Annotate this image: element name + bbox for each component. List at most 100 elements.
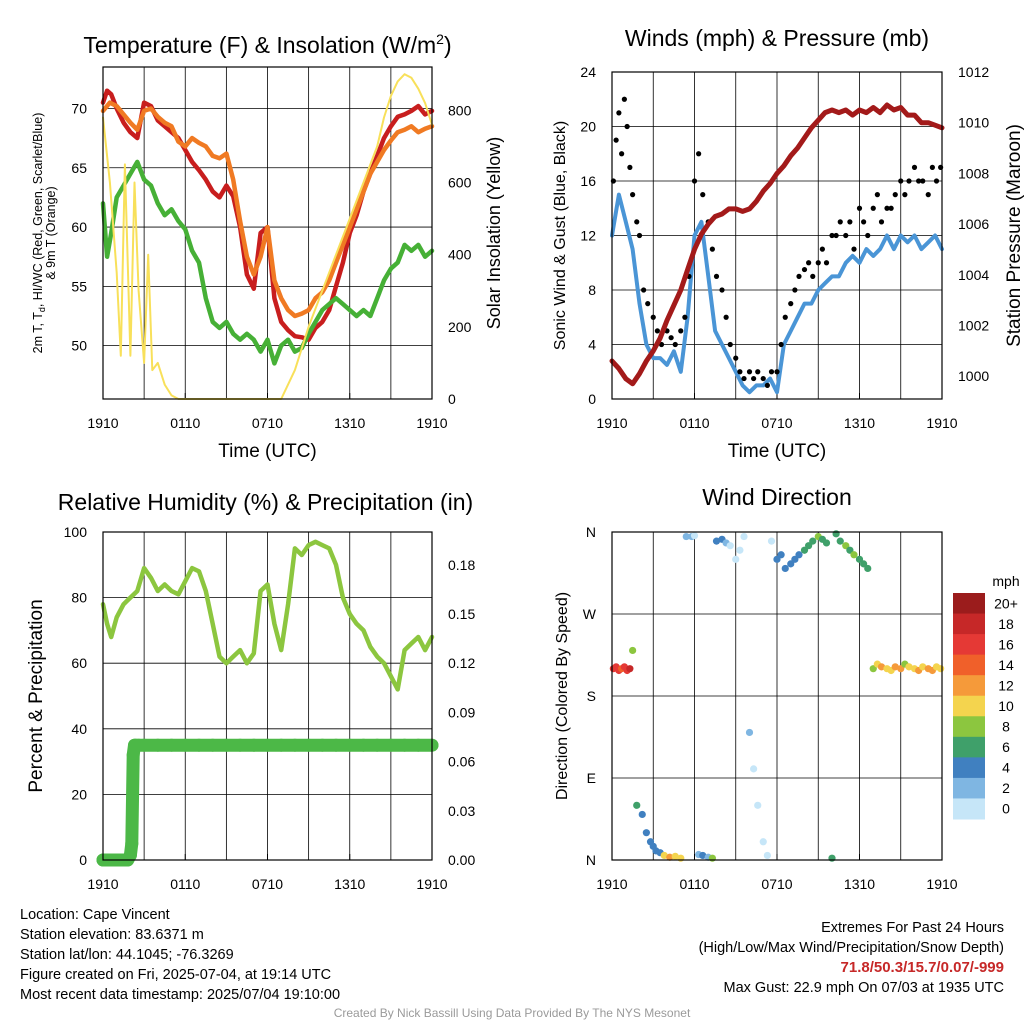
created-text: Figure created on Fri, 2025-07-04, at 19…: [20, 967, 332, 983]
dir-chart-direction-point: [836, 537, 844, 545]
dir-chart-colorbar-swatch: [953, 757, 985, 779]
dir-chart-xtick-label: 1910: [596, 876, 627, 892]
rh-chart-ytick-label: 100: [64, 524, 88, 540]
dir-chart-direction-point: [726, 542, 734, 550]
wind-chart-gust-point: [682, 314, 688, 320]
dir-chart-ytick-label: S: [587, 688, 596, 704]
dir-chart-colorbar-swatch: [953, 695, 985, 717]
dir-chart-ytick-label: N: [586, 524, 596, 540]
dir-chart-direction-point: [660, 851, 668, 860]
dir-chart-direction-point: [712, 537, 721, 545]
wind-chart-gust-point: [641, 287, 647, 293]
wind-chart-gust-point: [874, 192, 880, 198]
dir-chart-direction-point: [699, 851, 707, 860]
wind-chart-ytick-label: 20: [580, 119, 596, 135]
wind-chart-gust-point: [774, 369, 780, 375]
rh-chart-y2tick-label: 0.15: [448, 606, 475, 622]
station-info: Location: Cape Vincent Station elevation…: [20, 905, 340, 1005]
rh-chart-xtick-label: 0110: [170, 876, 200, 892]
dir-chart-colorbar-swatch: [953, 736, 985, 758]
dir-chart-ylabel: Direction (Colored By Speed): [554, 592, 571, 800]
wind-chart-gust-point: [823, 260, 830, 266]
wind-chart-xtick-label: 1910: [926, 415, 957, 431]
dir-chart-direction-point: [677, 854, 685, 862]
dir-chart-direction-point: [777, 551, 785, 559]
dir-chart-colorbar-label: 8: [1002, 719, 1010, 735]
credit-text: Created By Nick Bassill Using Data Provi…: [333, 1006, 691, 1020]
wind-chart-gust-point: [768, 369, 775, 375]
temp-chart-y2tick-label: 400: [448, 247, 472, 263]
temp-chart-ytick-label: 60: [71, 219, 87, 235]
location-text: Location: Cape Vincent: [20, 907, 170, 923]
dir-chart-direction-point: [773, 555, 781, 563]
rh-chart-ytick-label: 40: [71, 721, 87, 737]
dir-chart-colorbar-swatch: [953, 634, 985, 656]
dir-chart-direction-point: [682, 532, 690, 541]
temp-chart-xtick-label: 1910: [416, 415, 447, 431]
wind-chart-gust-point: [782, 314, 788, 320]
wind-chart-gust-point: [933, 178, 940, 184]
temp-chart-ytick-label: 50: [71, 338, 87, 354]
temp-chart-ylabel: 2m T, Td, HI/WC (Red, Green, Scarlet/Blu…: [31, 113, 58, 354]
wind-chart-y2tick-label: 1004: [958, 267, 989, 283]
wind-chart-series-sonic-wind: [610, 192, 944, 395]
temp-chart-border: [102, 66, 433, 400]
dir-chart-direction-point: [745, 728, 754, 737]
wind-chart-gust-point: [650, 314, 656, 320]
rh-chart-title: Relative Humidity (%) & Precipitation (i…: [58, 489, 473, 515]
wind-chart-gust-point: [861, 219, 867, 225]
dir-chart-direction-point: [877, 663, 886, 671]
wind-chart-gust-point: [788, 301, 794, 307]
wind-chart-gust-point: [691, 178, 698, 184]
wind-chart-gust-point: [929, 164, 935, 170]
wind-chart-y2tick-label: 1002: [958, 317, 989, 333]
wind-chart-gust-point: [806, 260, 812, 266]
rh-chart-border: [102, 531, 433, 861]
temp-chart-ytick-label: 55: [71, 278, 87, 294]
dir-chart-direction-point: [740, 532, 748, 541]
temp-chart-title-sup: 2: [436, 31, 444, 47]
dir-chart-direction-point: [767, 537, 776, 545]
temp-chart-xtick-label: 1310: [334, 415, 365, 431]
wind-chart-gust-point: [856, 205, 863, 211]
temp-chart-ytick-label: 65: [71, 160, 87, 176]
wind-chart-gust-point: [847, 219, 853, 225]
elevation-text: Station elevation: 83.6371 m: [20, 927, 204, 943]
wind-chart-gust-point: [634, 219, 640, 225]
wind-chart-gust-point: [892, 192, 898, 198]
dir-chart-direction-point: [759, 838, 767, 846]
dir-chart-direction-point: [860, 560, 868, 568]
temp-chart-ytick-label: 70: [71, 101, 87, 117]
dir-chart-colorbar-label: 20+: [994, 595, 1018, 611]
rh-chart-y2tick-label: 0.00: [448, 852, 475, 868]
dir-chart-direction-point: [864, 564, 872, 573]
wind-chart-y2tick-label: 1008: [958, 165, 989, 181]
wind-chart-gust-point: [796, 273, 802, 279]
dir-chart-direction-point: [822, 539, 831, 547]
dir-chart-colorbar-swatch: [953, 654, 985, 676]
wind-chart-gust-point: [888, 205, 894, 211]
wind-chart-y2tick-label: 1012: [958, 64, 989, 80]
dir-chart-colorbar-label: 16: [998, 636, 1014, 652]
wind-chart-gust-point: [792, 287, 798, 293]
dir-chart-border: [611, 531, 943, 861]
temp-chart-y2tick-label: 0: [448, 391, 456, 407]
wind-chart-xtick-label: 0110: [679, 415, 709, 431]
dir-chart-direction-point: [800, 546, 809, 554]
dir-chart-direction-point: [791, 555, 799, 563]
temp-chart-y2tick-label: 800: [448, 102, 472, 118]
dir-chart-direction-point: [736, 546, 744, 554]
dir-chart-ytick-label: W: [583, 606, 597, 622]
wind-chart-gust-point: [902, 192, 908, 198]
wind-chart-y2tick-label: 1006: [958, 216, 989, 232]
wind-chart-gust-point: [696, 151, 702, 157]
dir-chart-direction-point: [832, 530, 840, 538]
wind-chart-gust-point: [925, 192, 931, 198]
rh-chart-y2tick-label: 0.12: [448, 655, 475, 671]
dir-chart-colorbar-label: 6: [1002, 739, 1010, 755]
wind-chart-gust-point: [619, 151, 625, 157]
dir-chart-colorbar-label: 12: [998, 677, 1014, 693]
wind-chart-gust-point: [719, 287, 725, 293]
dir-chart-colorbar-label: 0: [1002, 801, 1010, 817]
